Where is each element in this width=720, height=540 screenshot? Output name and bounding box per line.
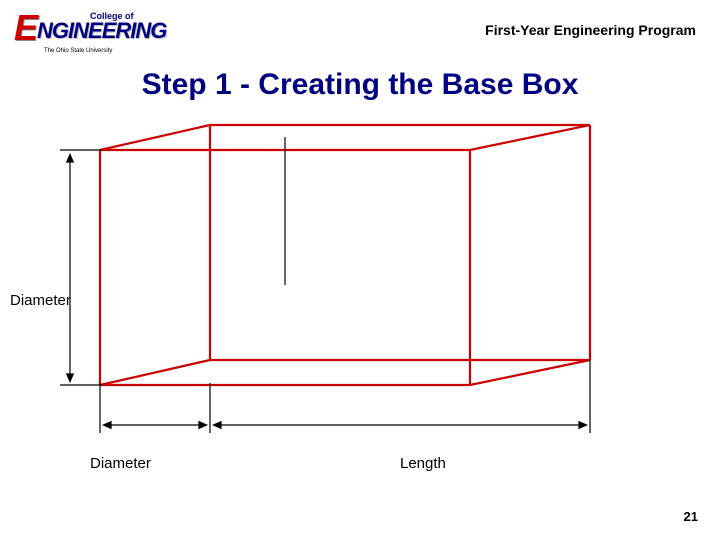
box-svg: [40, 115, 680, 475]
label-length: Length: [400, 455, 446, 472]
logo-e: E: [14, 7, 37, 48]
box-diagram: [40, 115, 680, 475]
logo-rest: NGINEERING: [37, 18, 166, 43]
logo-main: ENGINEERING: [14, 27, 166, 44]
slide-title: Step 1 - Creating the Base Box: [0, 68, 720, 102]
logo-top: College of: [90, 12, 134, 21]
program-header: First-Year Engineering Program: [485, 22, 696, 38]
page-number: 21: [684, 509, 698, 524]
label-diameter-vertical: Diameter: [10, 292, 71, 309]
logo-sub: The Ohio State University: [44, 48, 112, 54]
label-diameter-horizontal: Diameter: [90, 455, 151, 472]
logo: College of ENGINEERING The Ohio State Un…: [14, 10, 166, 46]
